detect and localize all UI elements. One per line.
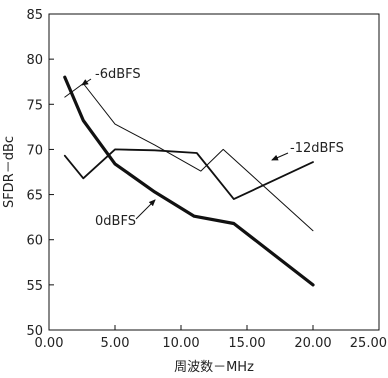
x-tick-label: 25.00 (350, 336, 387, 351)
x-tick-label: 5.00 (101, 336, 130, 351)
y-tick-label: 80 (26, 53, 43, 68)
y-tick-label: 55 (26, 279, 43, 294)
annotation-arrow (135, 199, 156, 220)
annotation-label: 0dBFS (95, 214, 136, 229)
y-tick-label: 50 (26, 324, 43, 339)
series-line-2 (64, 83, 314, 232)
series-lines (63, 75, 315, 287)
annotation-arrow (271, 152, 289, 161)
annotations: -6dBFS -12dBFS 0dBFS (81, 67, 344, 229)
series-line-3 (63, 148, 314, 201)
x-tick-label: 15.00 (228, 336, 265, 351)
y-axis-label: SFDR－dBc (2, 136, 17, 208)
y-tick-label: 60 (26, 234, 43, 249)
x-axis-label: 周波数－MHz (174, 360, 254, 375)
y-tick-label: 65 (26, 189, 43, 204)
y-tick-label: 85 (26, 8, 43, 23)
y-tick-label: 75 (26, 98, 43, 113)
plot-frame (48, 13, 380, 331)
annotation-arrow (81, 78, 92, 86)
annotation-label: -12dBFS (290, 141, 344, 156)
y-tick-label: 70 (26, 143, 43, 158)
annotation-label: -6dBFS (95, 67, 141, 82)
x-tick-label: 20.00 (294, 336, 331, 351)
x-tick-label: 10.00 (162, 336, 199, 351)
x-tick-label: 0.00 (35, 336, 64, 351)
x-axis-ticks: 0.00 5.00 10.00 15.00 20.00 25.00 (35, 325, 387, 351)
y-axis-ticks: 50 55 60 65 70 75 80 85 (26, 8, 54, 339)
series-line-1 (63, 75, 315, 287)
